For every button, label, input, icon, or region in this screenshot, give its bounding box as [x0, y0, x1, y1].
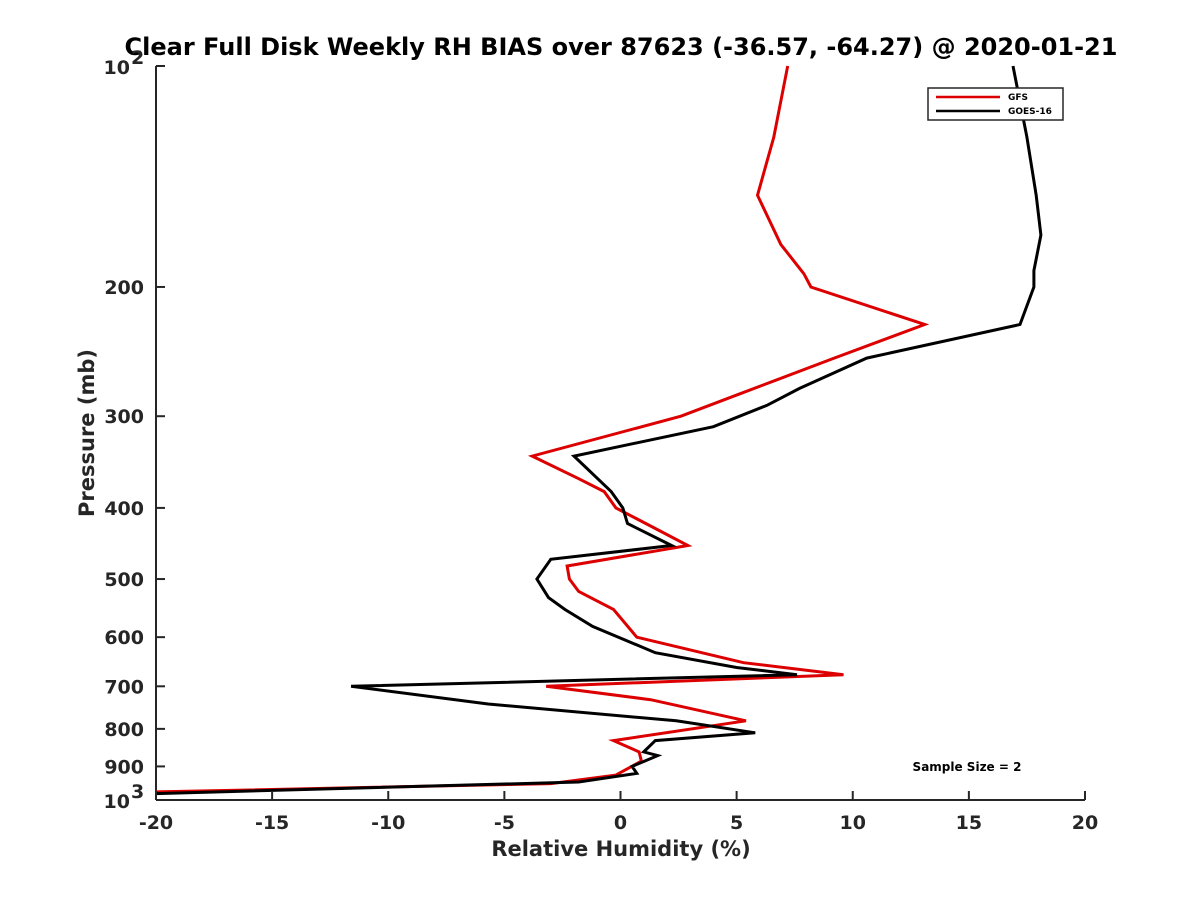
x-tick-label: 10: [840, 812, 866, 834]
chart-title: Clear Full Disk Weekly RH BIAS over 8762…: [125, 33, 1118, 61]
x-tick-label: -15: [255, 812, 289, 834]
x-tick-label: -20: [139, 812, 173, 834]
x-tick-label: -10: [371, 812, 405, 834]
y-tick-label: 900: [104, 756, 144, 778]
y-tick-label: 200: [104, 277, 144, 299]
legend-box: [927, 87, 1064, 121]
legend-entry-label: GFS: [1008, 93, 1028, 103]
x-tick-label: -5: [494, 812, 515, 834]
y-tick-exponent: 2: [131, 47, 144, 69]
y-axis-label: Pressure (mb): [75, 349, 99, 517]
series-line-gfs: [155, 65, 930, 794]
x-tick-label: 20: [1072, 812, 1098, 834]
y-tick-label: 800: [104, 719, 144, 741]
y-tick-exponent: 3: [131, 781, 144, 803]
y-tick-label: 700: [104, 676, 144, 698]
y-tick-label: 500: [104, 569, 144, 591]
x-tick-label: 15: [956, 812, 982, 834]
y-tick-label: 600: [104, 627, 144, 649]
plot-area: [155, 65, 1085, 801]
legend: GFS GOES-16: [927, 87, 1064, 121]
x-axis: -20 -15 -10 -5 0 5 10 15 20: [139, 791, 1098, 834]
y-tick-label: 10: [104, 791, 130, 813]
series-line-goes-16: [155, 65, 1043, 796]
y-tick-label: 10: [104, 57, 130, 79]
x-tick-label: 5: [730, 812, 743, 834]
x-tick-label: 0: [614, 812, 627, 834]
y-tick-label: 400: [104, 498, 144, 520]
sample-size-annotation: Sample Size = 2: [913, 760, 1022, 774]
x-axis-label: Relative Humidity (%): [491, 837, 750, 861]
legend-entry-label: GOES-16: [1008, 107, 1052, 117]
y-tick-label: 300: [104, 406, 144, 428]
